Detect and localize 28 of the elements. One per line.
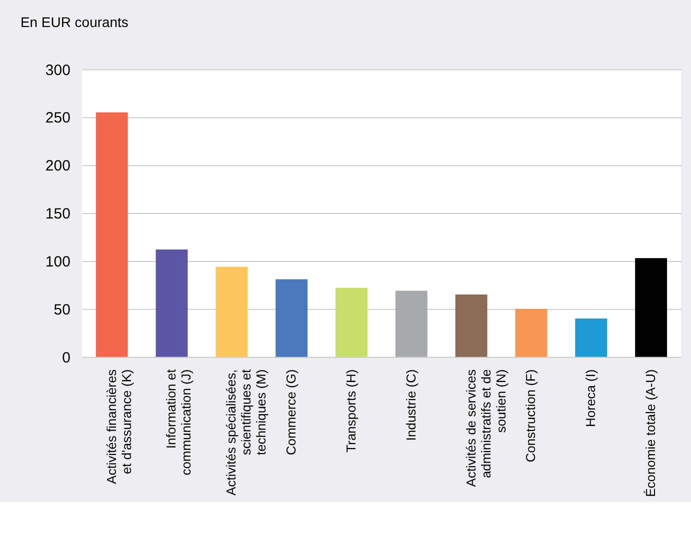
y-tick-label: 200 — [45, 158, 70, 175]
y-tick-label: 250 — [45, 110, 70, 127]
y-tick-label: 50 — [54, 301, 70, 318]
y-tick-label: 0 — [62, 349, 70, 366]
x-tick-label: Construction (F) — [523, 369, 538, 462]
bar — [575, 318, 608, 357]
y-tick-label: 150 — [45, 206, 70, 223]
y-axis-title: En EUR courants — [20, 14, 128, 30]
x-tick-label: Information et communication (J) — [164, 368, 194, 476]
bar — [515, 308, 548, 357]
x-tick-label: Activités de services administratifs et de soutien (N) — [463, 368, 508, 487]
bar — [455, 294, 488, 357]
bar — [216, 266, 248, 357]
x-tick-label: Transports (H) — [343, 369, 358, 452]
bar — [395, 290, 428, 357]
x-tick-label: Activités financières et d'assurance (K) — [104, 368, 134, 484]
bar — [635, 258, 668, 357]
x-tick-label: Commerce (G) — [284, 369, 299, 456]
x-tick-label: Industrie (C) — [403, 369, 418, 441]
bar — [336, 288, 368, 357]
y-tick-label: 300 — [45, 62, 70, 79]
bar — [96, 112, 128, 357]
bar — [156, 249, 188, 357]
y-tick-label: 100 — [45, 253, 70, 270]
x-tick-label: Horeca (I) — [583, 369, 598, 427]
x-tick-label: Activités spécialisées, scientifiques et techniques (M) — [224, 368, 269, 496]
bar — [276, 279, 308, 357]
x-tick-label: Économie totale (A-U) — [643, 369, 658, 497]
